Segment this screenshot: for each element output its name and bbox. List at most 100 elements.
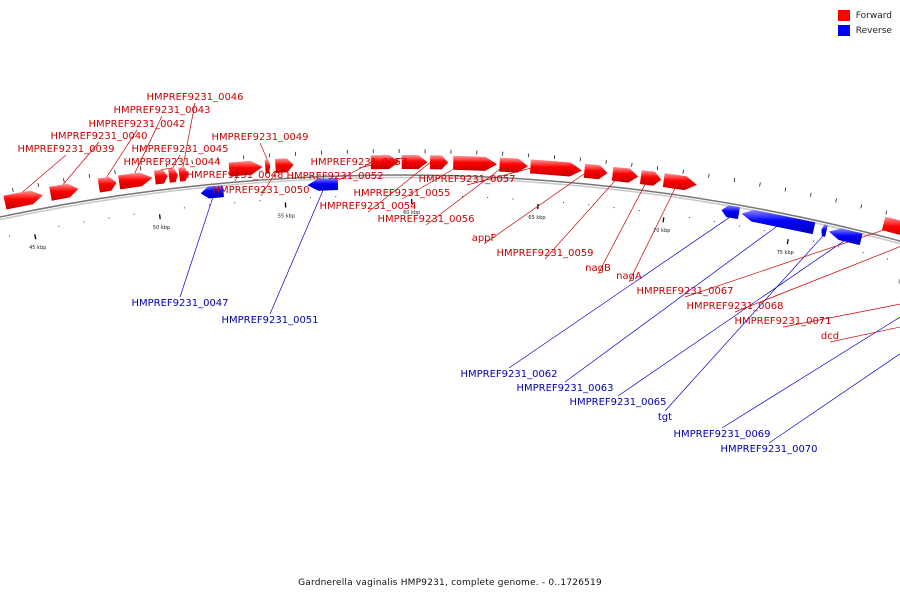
gene-HMPREF9231_0051[interactable]	[307, 178, 339, 191]
gene-labels: HMPREF9231_0039HMPREF9231_0040HMPREF9231…	[17, 92, 839, 455]
gene-track	[3, 155, 900, 246]
leader-line	[160, 167, 173, 171]
gene-label-HMPREF9231_0040[interactable]: HMPREF9231_0040	[50, 131, 147, 142]
gene-label-HMPREF9231_0045[interactable]: HMPREF9231_0045	[131, 144, 228, 155]
leader-line	[106, 129, 138, 178]
gene-label-HMPREF9231_0053[interactable]: HMPREF9231_0053	[310, 157, 407, 168]
tick-label: 65 kbp	[528, 215, 545, 221]
gene-label-HMPREF9231_0042[interactable]: HMPREF9231_0042	[88, 119, 185, 130]
leader-line	[684, 224, 900, 298]
gene-label-HMPREF9231_0071[interactable]: HMPREF9231_0071	[734, 316, 831, 327]
gene-HMPREF9231_0043[interactable]	[118, 172, 153, 190]
gene-label-HMPREF9231_0043[interactable]: HMPREF9231_0043	[113, 105, 210, 116]
gene-appF[interactable]	[583, 163, 608, 180]
gene-label-HMPREF9231_0062[interactable]: HMPREF9231_0062	[460, 369, 557, 380]
gene-HMPREF9231_0046[interactable]	[178, 167, 189, 182]
outer-tick	[708, 173, 710, 178]
gene-label-HMPREF9231_0068[interactable]: HMPREF9231_0068	[686, 301, 783, 312]
gene-HMPREF9231_0047[interactable]	[200, 185, 224, 199]
outer-tick	[759, 182, 761, 187]
leader-line	[664, 236, 823, 412]
gene-HMPREF9231_0045[interactable]	[168, 168, 178, 183]
gene-label-HMPREF9231_0070[interactable]: HMPREF9231_0070	[720, 444, 817, 455]
gene-HMPREF9231_0050[interactable]	[275, 158, 294, 173]
leader-line	[134, 115, 163, 174]
gene-label-nagB[interactable]: nagB	[585, 263, 611, 274]
leader-line	[483, 164, 597, 245]
gene-label-HMPREF9231_0039[interactable]: HMPREF9231_0039	[17, 144, 114, 155]
gene-HMPREF9231_0039[interactable]	[3, 190, 43, 210]
legend-forward-label: Forward	[855, 10, 892, 21]
outer-tick	[656, 166, 659, 171]
tick-label: 55 kbp	[278, 213, 295, 219]
gene-label-HMPREF9231_0067[interactable]: HMPREF9231_0067	[636, 286, 733, 297]
map-caption: Gardnerella vaginalis HMP9231, complete …	[298, 578, 602, 588]
leader-line	[628, 175, 682, 283]
legend-forward: Forward	[837, 8, 892, 23]
gene-label-HMPREF9231_0063[interactable]: HMPREF9231_0063	[516, 383, 613, 394]
tick-label: 60 kbp	[403, 210, 420, 216]
leader-line	[597, 171, 653, 275]
gene-label-HMPREF9231_0050[interactable]: HMPREF9231_0050	[212, 185, 309, 196]
gene-HMPREF9231_0052[interactable]	[370, 155, 400, 170]
gene-HMPREF9231_0042[interactable]	[97, 176, 117, 193]
gene-HMPREF9231_0056[interactable]	[499, 157, 528, 173]
outer-tick	[12, 187, 14, 192]
outer-tick	[191, 160, 193, 165]
outer-tick	[114, 169, 116, 174]
gene-label-dcd[interactable]: dcd	[821, 331, 839, 342]
gene-label-HMPREF9231_0059[interactable]: HMPREF9231_0059	[496, 248, 593, 259]
gene-HMPREF9231_0055[interactable]	[453, 155, 497, 171]
leader-line	[179, 198, 213, 298]
gene-HMPREF9231_0063[interactable]	[741, 209, 816, 235]
leader-line	[734, 246, 900, 313]
gene-label-HMPREF9231_0057[interactable]: HMPREF9231_0057	[418, 174, 515, 185]
gene-label-HMPREF9231_0051[interactable]: HMPREF9231_0051	[221, 315, 318, 326]
gene-HMPREF9231_0049[interactable]	[264, 159, 271, 174]
outer-tick	[63, 178, 65, 183]
gene-HMPREF9231_0054[interactable]	[429, 155, 449, 170]
gene-tgt[interactable]	[821, 224, 828, 237]
gene-HMPREF9231_0057[interactable]	[530, 159, 582, 177]
gene-HMPREF9231_0040[interactable]	[49, 183, 79, 201]
gene-label-HMPREF9231_0065[interactable]: HMPREF9231_0065	[569, 397, 666, 408]
leader-line	[617, 240, 844, 397]
leader-line	[269, 190, 324, 315]
gene-nagB[interactable]	[639, 170, 662, 186]
gene-HMPREF9231_0048[interactable]	[228, 160, 263, 177]
gene-label-HMPREF9231_0069[interactable]: HMPREF9231_0069	[673, 429, 770, 440]
outer-tick	[631, 162, 633, 167]
gene-HMPREF9231_0062[interactable]	[721, 205, 740, 220]
gene-nagA[interactable]	[662, 173, 697, 191]
gene-label-HMPREF9231_0044[interactable]: HMPREF9231_0044	[123, 157, 220, 168]
gene-HMPREF9231_0044[interactable]	[154, 169, 168, 185]
outer-tick	[860, 204, 863, 209]
gene-HMPREF9231_0059[interactable]	[611, 166, 639, 183]
gene-label-HMPREF9231_0055[interactable]: HMPREF9231_0055	[353, 188, 450, 199]
gene-label-appF[interactable]: appF	[472, 233, 497, 244]
leader-line	[721, 316, 900, 429]
leader-line	[508, 217, 730, 369]
gene-HMPREF9231_0065[interactable]	[828, 228, 863, 246]
gene-HMPREF9231_0067[interactable]	[881, 216, 900, 239]
scale-ticks: 45 kbp 50 kbp 55 kbp 60 kbp 65 kbp 70 kbp 75 k…	[8, 149, 900, 285]
gene-label-HMPREF9231_0052[interactable]: HMPREF9231_0052	[286, 171, 383, 182]
leader-line	[172, 154, 181, 169]
gene-HMPREF9231_0053[interactable]	[401, 155, 428, 170]
tick-label: 45 kbp	[29, 245, 46, 251]
gene-label-nagA[interactable]: nagA	[616, 271, 642, 282]
tick-label: 80 kbp	[898, 279, 900, 285]
gene-label-HMPREF9231_0047[interactable]: HMPREF9231_0047	[131, 298, 228, 309]
outer-tick	[809, 192, 812, 197]
leader-line	[768, 353, 900, 444]
legend: Forward Reverse	[837, 8, 892, 38]
gene-label-HMPREF9231_0048[interactable]: HMPREF9231_0048	[186, 170, 283, 181]
gene-label-HMPREF9231_0054[interactable]: HMPREF9231_0054	[319, 201, 416, 212]
gene-label-HMPREF9231_0049[interactable]: HMPREF9231_0049	[211, 132, 308, 143]
gene-label-HMPREF9231_0056[interactable]: HMPREF9231_0056	[377, 214, 474, 225]
outer-tick	[165, 163, 167, 168]
leader-line	[182, 102, 196, 168]
gene-label-HMPREF9231_0046[interactable]: HMPREF9231_0046	[146, 92, 243, 103]
leader-line	[62, 141, 100, 185]
gene-label-tgt[interactable]: tgt	[658, 412, 672, 423]
